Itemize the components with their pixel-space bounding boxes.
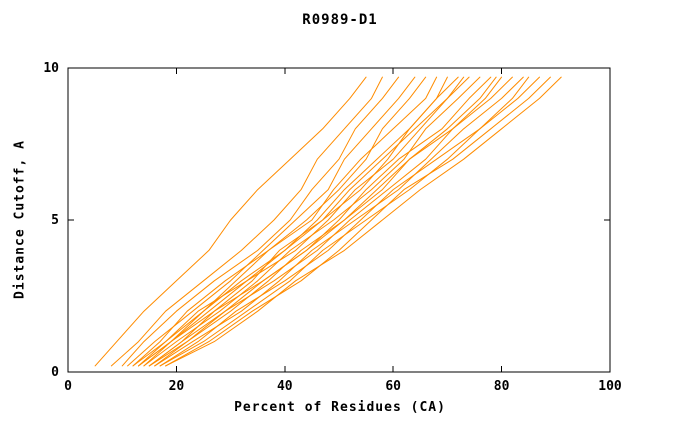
- x-tick-label: 0: [64, 379, 72, 394]
- x-axis-label: Percent of Residues (CA): [234, 400, 446, 415]
- y-tick-label: 5: [51, 213, 59, 228]
- x-tick-label: 80: [494, 379, 510, 394]
- model-curve-14: [148, 76, 503, 367]
- model-curve-15: [154, 76, 513, 367]
- y-tick-label: 0: [51, 365, 59, 380]
- model-curve-17: [159, 76, 530, 367]
- model-curve-18: [159, 76, 540, 367]
- x-tick-label: 20: [169, 379, 185, 394]
- model-curve-9: [138, 76, 465, 367]
- x-tick-label: 60: [385, 379, 401, 394]
- model-curve-5: [132, 76, 427, 367]
- model-curve-16: [154, 76, 524, 367]
- model-curve-19: [165, 76, 551, 367]
- model-curve-20: [165, 76, 562, 367]
- model-curve-4: [127, 76, 416, 367]
- model-curve-1: [94, 76, 367, 367]
- model-curve-11: [143, 76, 481, 367]
- y-tick-label: 10: [43, 61, 59, 76]
- model-curve-2: [110, 76, 383, 367]
- x-tick-label: 100: [598, 379, 622, 394]
- model-curve-7: [138, 76, 448, 367]
- model-curve-3: [121, 76, 400, 367]
- y-axis-label: Distance Cutoff, A: [12, 140, 28, 299]
- model-curve-6: [132, 76, 438, 367]
- model-curve-13: [148, 76, 497, 367]
- model-curve-10: [143, 76, 470, 367]
- chart-title: R0989-D1: [302, 12, 378, 28]
- x-tick-label: 40: [277, 379, 293, 394]
- model-curve-12: [148, 76, 492, 367]
